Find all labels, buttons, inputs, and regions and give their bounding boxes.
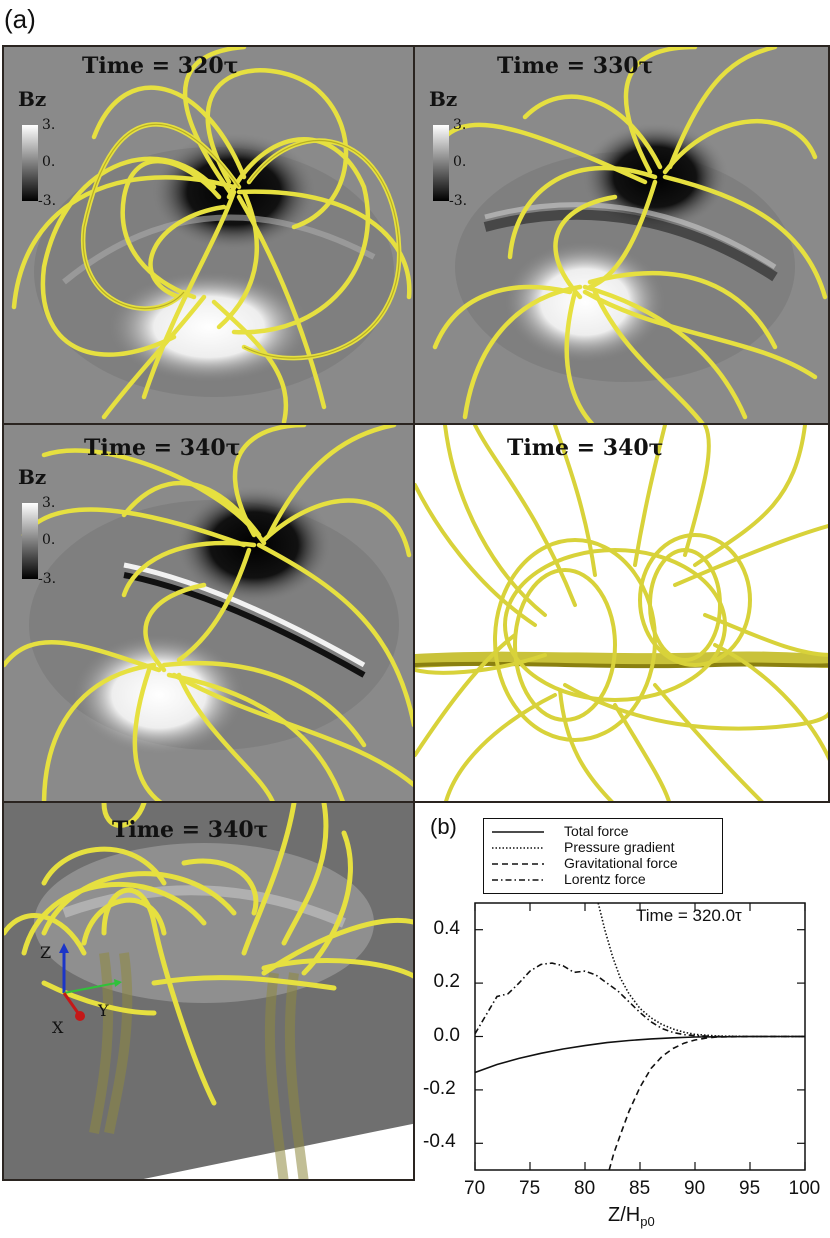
panel-time-340-sideview: Time = 340τ — [413, 423, 830, 803]
x-tick-label: 95 — [739, 1178, 761, 1199]
colorbar-tick-max: 3. — [42, 117, 56, 133]
magnetogram-340 — [4, 425, 413, 801]
panel-time-330: Time = 330τ Bz 3. 0. -3. — [413, 45, 830, 425]
colorbar-tick-zero: 0. — [453, 154, 467, 170]
panel-title: Time = 340τ — [112, 817, 269, 843]
y-tick-label: 0.4 — [433, 917, 460, 939]
chart-title: Time = 320.0τ — [636, 906, 742, 925]
fieldline-3d-340 — [4, 803, 413, 1179]
chart-legend: Total force Pressure gradient Gravitatio… — [483, 818, 723, 894]
panel-title: Time = 340τ — [507, 435, 664, 461]
panel-time-320: Time = 320τ Bz 3. 0. -3. — [2, 45, 415, 425]
y-tick-label: -0.4 — [423, 1131, 456, 1153]
legend-swatches — [492, 831, 544, 881]
colorbar-tick-zero: 0. — [42, 154, 56, 170]
figure-label-b: (b) — [430, 814, 457, 839]
magnetogram-330 — [432, 47, 828, 423]
colorbar-tick-zero: 0. — [42, 532, 56, 548]
x-tick-label: 70 — [464, 1178, 486, 1199]
colorbar-label: Bz — [429, 87, 458, 111]
figure-label-a: (a) — [4, 4, 36, 34]
legend-item-pressure-gradient: Pressure gradient — [564, 839, 675, 855]
fieldline-sideview-340 — [415, 425, 828, 801]
panel-time-340-3d: Time = 340τ Z Y X — [2, 801, 415, 1181]
series-line-total-force — [475, 1035, 805, 1074]
panel-title: Time = 330τ — [497, 53, 654, 79]
panel-time-340-magnetogram: Time = 340τ Bz 3. 0. -3. — [2, 423, 415, 803]
axis-label-y: Y — [98, 1001, 109, 1020]
colorbar-tick-min: -3. — [38, 193, 57, 209]
y-tick-label: 0.2 — [433, 971, 460, 993]
panel-title: Time = 340τ — [84, 435, 241, 461]
colorbar-gradient — [22, 503, 38, 579]
legend-item-total-force: Total force — [564, 823, 629, 839]
y-tick-label: -0.2 — [423, 1077, 456, 1099]
x-tick-label: 100 — [788, 1178, 821, 1199]
x-tick-label: 90 — [684, 1178, 706, 1199]
legend-item-gravitational-force: Gravitational force — [564, 855, 678, 871]
colorbar-tick-max: 3. — [453, 117, 467, 133]
colorbar-tick-min: -3. — [38, 571, 57, 587]
axis-label-x: X — [52, 1018, 64, 1037]
plot-frame — [474, 902, 806, 1171]
x-tick-label: 80 — [574, 1178, 596, 1199]
colorbar-gradient — [433, 125, 449, 201]
colorbar-tick-min: -3. — [449, 193, 468, 209]
x-tick-label: 85 — [629, 1178, 651, 1199]
axis-label-z: Z — [40, 943, 52, 962]
axis-triad — [59, 943, 122, 1021]
magnetogram-320 — [11, 47, 412, 423]
panel-title: Time = 320τ — [82, 53, 239, 79]
colorbar-gradient — [22, 125, 38, 201]
x-tick-label: 75 — [519, 1178, 541, 1199]
series-line-lorentz-force — [475, 962, 805, 1038]
colorbar-label: Bz — [18, 87, 47, 111]
colorbar-label: Bz — [18, 465, 47, 489]
y-tick-label: 0.0 — [433, 1024, 460, 1046]
x-axis-label: Z/Hp0 — [608, 1204, 655, 1229]
series-line-gravitational-force — [608, 1035, 805, 1170]
colorbar-tick-max: 3. — [42, 495, 56, 511]
legend-item-lorentz-force: Lorentz force — [564, 871, 646, 887]
